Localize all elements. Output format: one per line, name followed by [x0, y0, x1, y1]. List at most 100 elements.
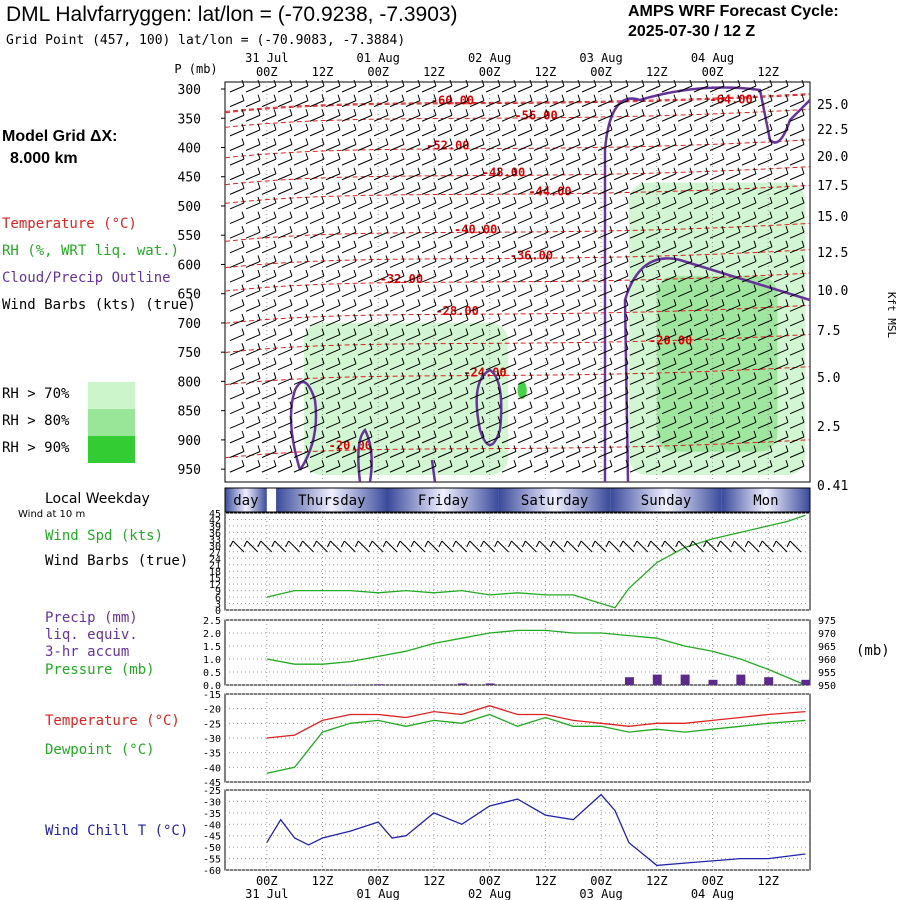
wind-barb	[293, 138, 309, 151]
wind-barb	[645, 343, 661, 356]
wind-barb	[309, 196, 325, 210]
wind-barb	[501, 138, 517, 151]
wind-barb	[229, 269, 245, 283]
wind-barb	[517, 240, 533, 254]
wind-barb	[597, 152, 613, 166]
wind-barb	[277, 211, 293, 225]
wind-barb	[277, 416, 293, 429]
wind-barb	[789, 196, 805, 210]
wind-barb	[581, 401, 597, 415]
wind-barb	[661, 240, 677, 254]
wind-barb	[469, 182, 485, 195]
wind-barb	[293, 328, 309, 342]
wind-barb	[261, 445, 277, 458]
wind-barb	[597, 255, 613, 268]
wind-barb	[533, 445, 549, 458]
wind-barb	[629, 255, 645, 268]
surface-wind-barb	[438, 540, 454, 553]
wind-barb	[437, 182, 453, 195]
wind-barb	[581, 372, 597, 385]
wind-barb	[757, 226, 773, 239]
wind-barb	[677, 182, 693, 195]
wind-barb	[565, 445, 581, 458]
wind-barb	[709, 401, 725, 415]
wind-barb	[309, 211, 325, 225]
pressure-right-tick: 975	[818, 616, 836, 627]
wind-barb	[309, 152, 325, 166]
wind-barb	[469, 459, 485, 473]
wind-barb	[437, 328, 453, 342]
legend-rh70: RH > 70%	[2, 386, 70, 402]
wind-barb	[773, 94, 789, 108]
wind-barb	[293, 416, 309, 429]
wind-barb	[661, 167, 677, 181]
wind-barb	[789, 255, 805, 268]
wind-barb	[613, 416, 629, 429]
wind-barb	[549, 123, 565, 137]
wind-barb	[229, 152, 245, 166]
wind-barb	[533, 123, 549, 137]
wind-barb	[389, 430, 405, 444]
wind-barb	[469, 240, 485, 254]
wind-barb	[789, 313, 805, 327]
wind-barb	[533, 357, 549, 371]
wind-barb	[373, 430, 389, 444]
temperature-contour-label: -48.00	[482, 166, 525, 180]
wind-barb	[405, 109, 421, 122]
wind-barb	[613, 386, 629, 400]
pressure-tick-label: 400	[178, 141, 201, 156]
wind-barb	[709, 226, 725, 239]
wind-barb	[261, 255, 277, 268]
wind-barb	[469, 269, 485, 283]
wind-barb	[741, 372, 757, 385]
wind-barb	[485, 343, 501, 356]
wind-barb	[549, 313, 565, 327]
wind-barb	[325, 196, 341, 210]
wind-barb	[645, 445, 661, 458]
wind-barb	[261, 313, 277, 327]
wind-barb	[437, 313, 453, 327]
wind-barb	[325, 226, 341, 239]
wind-barb	[373, 167, 389, 181]
wind-barb	[725, 313, 741, 327]
legend-cloud: Cloud/Precip Outline	[2, 270, 171, 286]
wind-barb	[725, 416, 741, 429]
wind-barb	[453, 343, 469, 356]
wind-barb	[661, 138, 677, 151]
wind-barb	[229, 255, 245, 268]
wind-barb	[725, 372, 741, 385]
wind-barb	[741, 357, 757, 371]
wind-barb	[629, 284, 645, 298]
wind-barb	[501, 269, 517, 283]
wind-barb	[245, 138, 261, 151]
wind-barb	[517, 430, 533, 444]
wind-barb	[757, 328, 773, 342]
wind-barb	[613, 182, 629, 195]
wind-barb	[597, 196, 613, 210]
wind-barb	[565, 386, 581, 400]
wind-barb	[389, 94, 405, 108]
wind-barb	[533, 459, 549, 473]
wind-barb	[597, 386, 613, 400]
wind-barb	[709, 269, 725, 283]
wind-barb	[421, 196, 437, 210]
wind-barb	[629, 416, 645, 429]
chill-panel-ytick: -40	[203, 820, 221, 831]
wind-barb	[629, 401, 645, 415]
wind-barb	[501, 445, 517, 458]
wind-barb	[709, 255, 725, 268]
wind-panel-ytick: 21	[209, 561, 221, 572]
wind-barb	[485, 328, 501, 342]
wind-barb	[293, 269, 309, 283]
precip-bar	[652, 674, 662, 685]
wind-barb	[629, 328, 645, 342]
wind-barb	[293, 284, 309, 298]
wind-barb	[357, 240, 373, 254]
wind-barb	[437, 343, 453, 356]
wind-barb	[533, 138, 549, 151]
wind-panel-ytick: 33	[209, 535, 221, 546]
weekday-cell	[276, 488, 388, 512]
wind-barb	[389, 240, 405, 254]
wind-barb	[341, 416, 357, 429]
